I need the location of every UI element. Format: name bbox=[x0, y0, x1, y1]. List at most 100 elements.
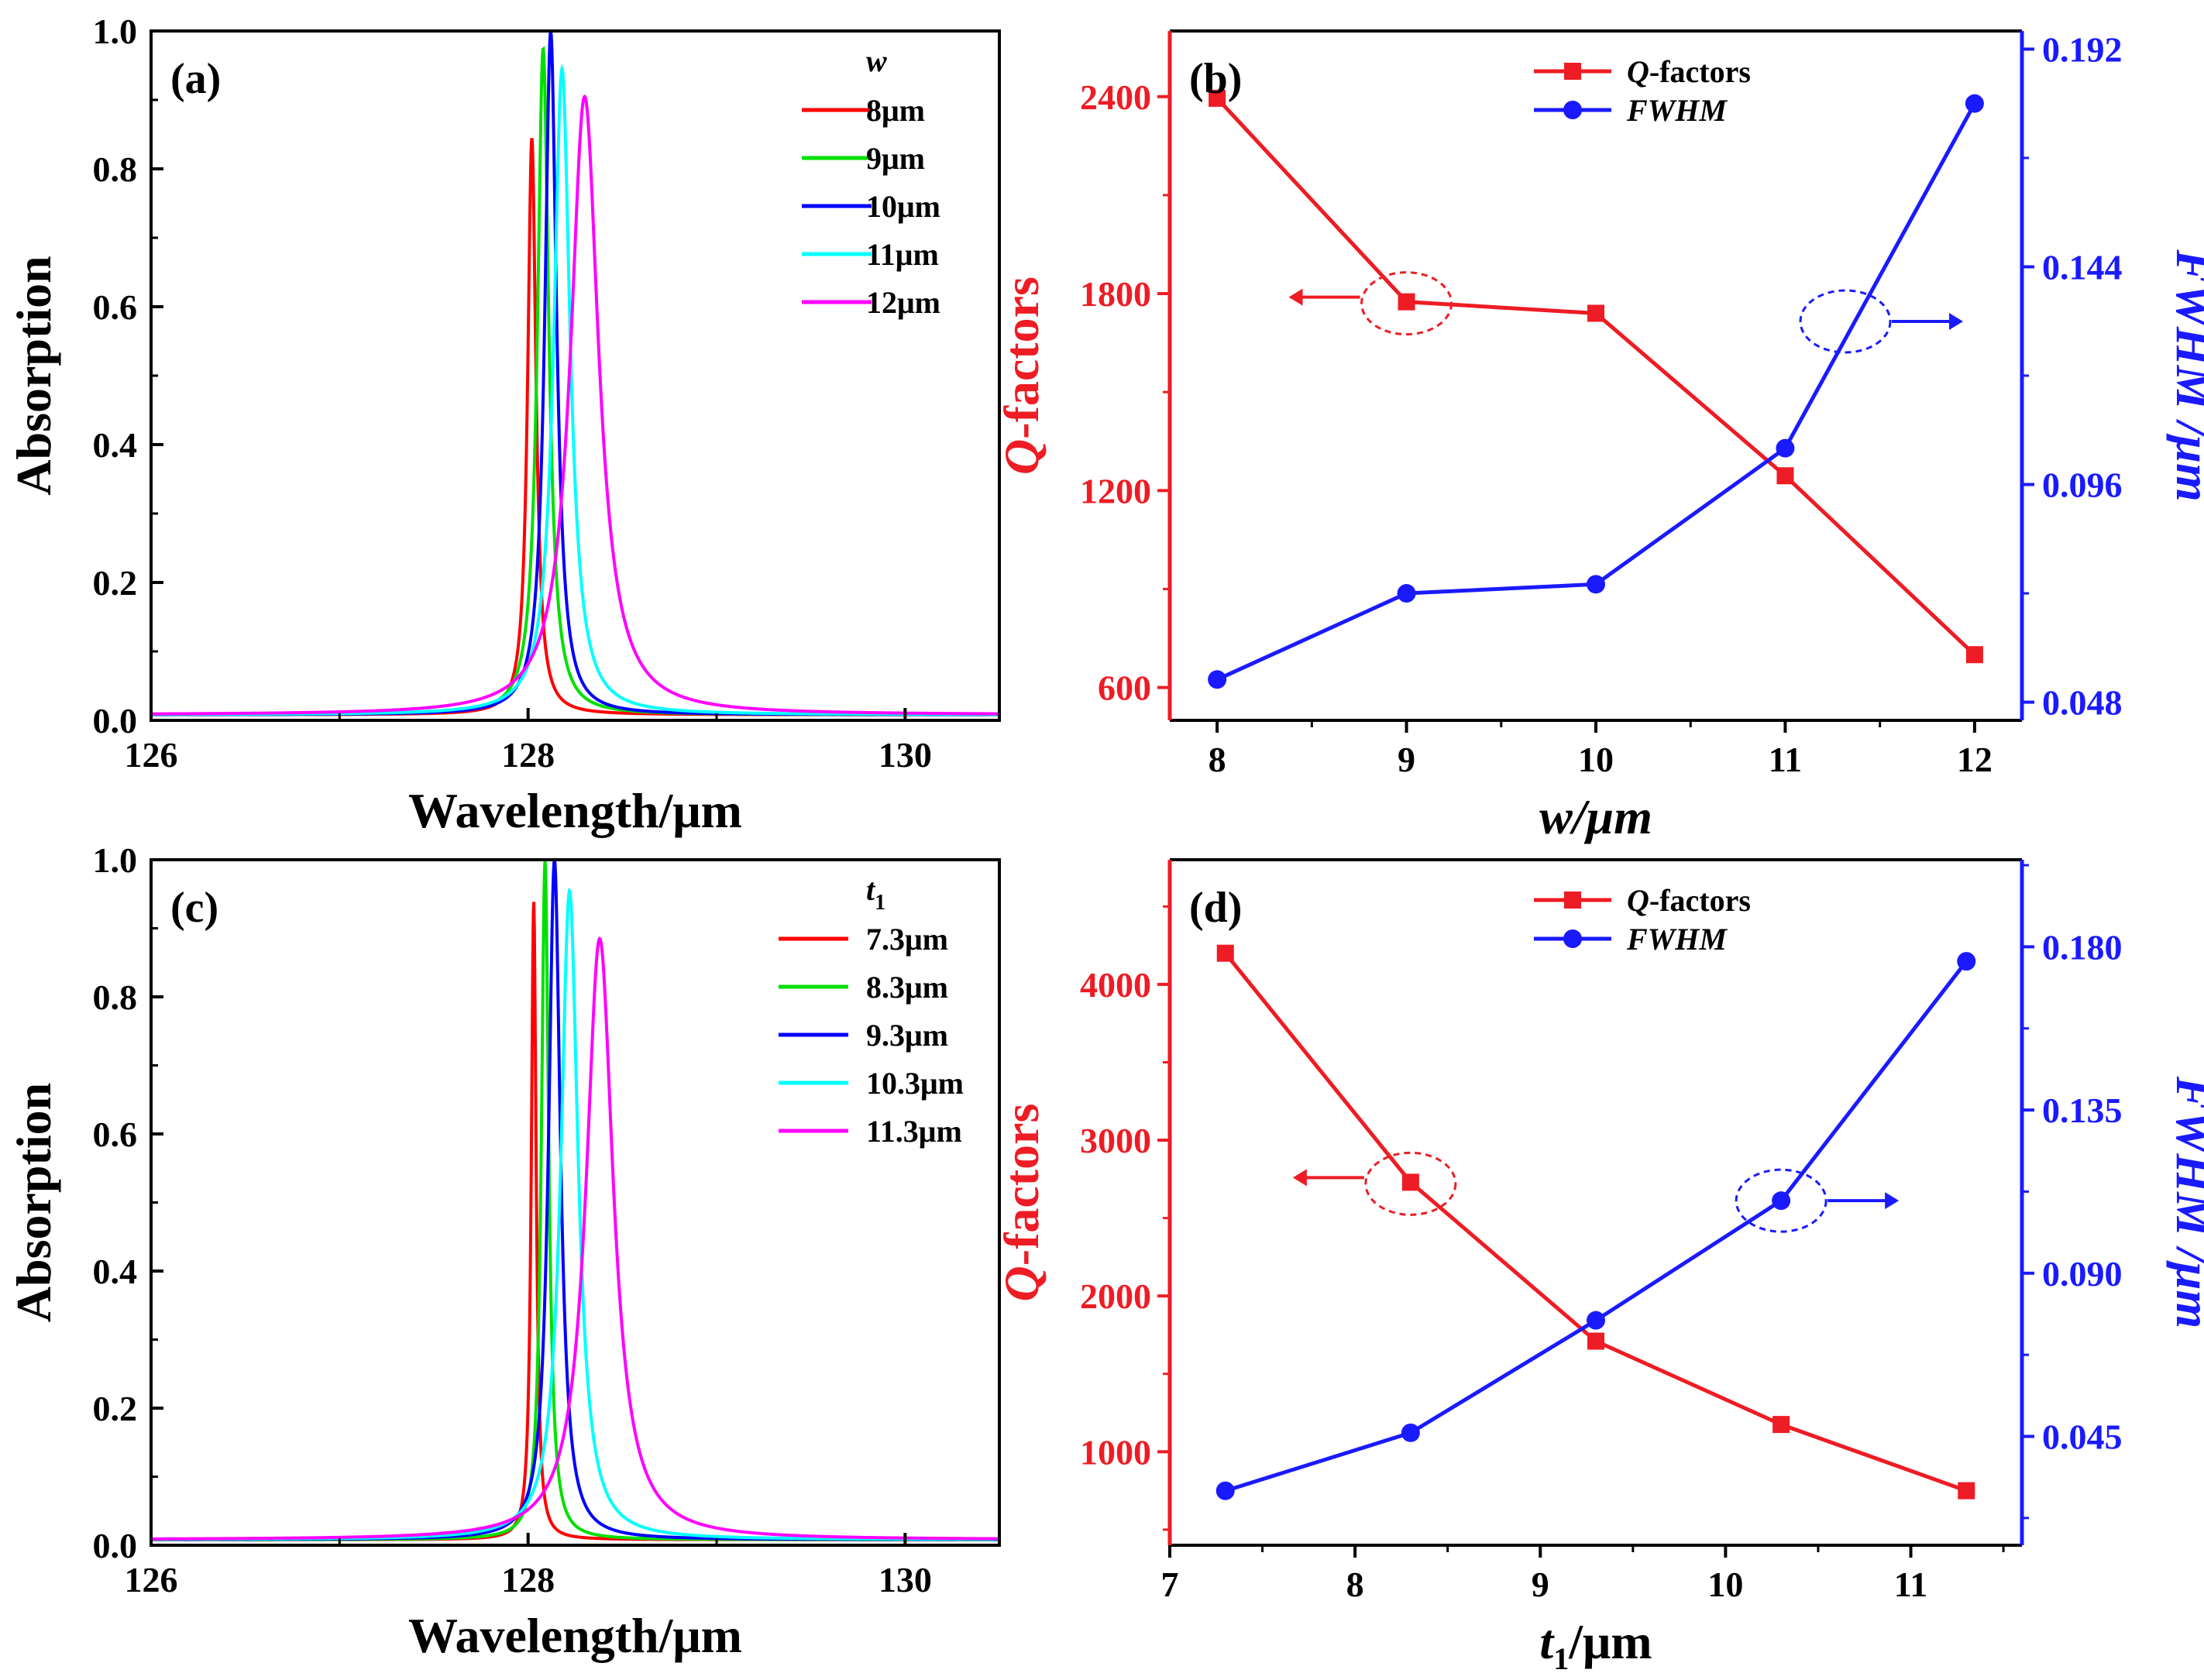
series-FWHM-marker bbox=[1587, 575, 1605, 594]
y-tick-label: 0.2 bbox=[93, 563, 138, 603]
y-tick-label: 0.6 bbox=[93, 1115, 138, 1154]
panel-d: 7 8 9 10 11 1000 2000 3000 4000 0.045 0.090 0.135 0.… bbox=[994, 858, 2204, 1676]
y-tick-label: 0.4 bbox=[93, 1252, 138, 1291]
right-axis-label: FWHM /μm bbox=[2166, 1076, 2204, 1328]
left-tick-label: 1200 bbox=[1080, 471, 1151, 510]
y-tick-label: 0.0 bbox=[93, 1526, 138, 1565]
x-tick-label: 11 bbox=[1894, 1565, 1927, 1604]
series-12μm-line bbox=[151, 94, 999, 716]
x-axis-label: t1/μm bbox=[1539, 1614, 1652, 1676]
y-tick-label: 0.8 bbox=[93, 977, 138, 1017]
q-callout-ellipse bbox=[1364, 1151, 1457, 1216]
series-FWHM-marker bbox=[1397, 584, 1416, 603]
series-Q-factors-marker bbox=[1965, 646, 1983, 664]
x-tick-label: 8 bbox=[1346, 1565, 1364, 1604]
left-axis-label-rest: -factors bbox=[994, 1104, 1049, 1266]
panel-b: 8 9 10 11 12 600 1200 1800 2400 0.048 0.096 0.144 0.… bbox=[994, 29, 2204, 844]
y-tick-label: 0.8 bbox=[93, 149, 138, 189]
left-tick-label: 4000 bbox=[1080, 965, 1151, 1005]
legend-marker bbox=[1563, 929, 1582, 948]
fwhm-callout-ellipse bbox=[1799, 289, 1892, 354]
series-FWHM-marker bbox=[1957, 952, 1976, 971]
right-arrow-icon bbox=[1949, 313, 1963, 330]
legend-entry: 10μm bbox=[866, 189, 940, 224]
legend-title-main: w bbox=[866, 43, 887, 78]
right-tick-label: 0.045 bbox=[2042, 1417, 2123, 1457]
x-tick-label: 126 bbox=[125, 735, 178, 775]
x-tick-label: 126 bbox=[125, 1560, 178, 1599]
y-tick-label: 0.2 bbox=[93, 1389, 138, 1428]
series-FWHM-marker bbox=[1965, 94, 1984, 113]
x-tick-label: 130 bbox=[879, 735, 932, 775]
x-tick-label: 9 bbox=[1398, 740, 1415, 779]
x-tick-label: 12 bbox=[1957, 740, 1993, 779]
right-arrow-icon bbox=[1885, 1192, 1900, 1210]
left-arrow-icon bbox=[1292, 1169, 1307, 1187]
legend-entry-italic: Q bbox=[1627, 54, 1649, 89]
x-tick-label: 7 bbox=[1161, 1565, 1179, 1604]
left-axis-label-rest: -factors bbox=[994, 277, 1049, 439]
series-FWHM-marker bbox=[1215, 1481, 1235, 1500]
legend-entry: 11.3μm bbox=[866, 1114, 962, 1149]
right-tick-label: 0.135 bbox=[2042, 1091, 2123, 1130]
legend-title-sub: 1 bbox=[875, 891, 885, 915]
legend-marker bbox=[1564, 63, 1581, 80]
x-tick-label: 128 bbox=[501, 1560, 555, 1599]
y-tick-label: 0.6 bbox=[93, 287, 138, 327]
x-tick-label: 128 bbox=[501, 735, 555, 775]
legend-entry-name: FWHM bbox=[1626, 93, 1728, 128]
left-axis-label: Q-factors bbox=[994, 1104, 1049, 1302]
series-Q-factors-marker bbox=[1209, 89, 1226, 107]
legend-entry-rest: -factors bbox=[1649, 54, 1751, 89]
right-tick-label: 0.180 bbox=[2042, 927, 2123, 967]
left-tick-label: 1000 bbox=[1080, 1432, 1151, 1472]
x-axis-label: w/μm bbox=[1539, 789, 1652, 844]
x-tick-label: 10 bbox=[1707, 1565, 1743, 1604]
x-tick-label: 130 bbox=[879, 1560, 932, 1599]
y-axis-label: Absorption bbox=[6, 256, 61, 495]
right-tick-label: 0.096 bbox=[2042, 466, 2123, 505]
panel-label: (d) bbox=[1189, 884, 1242, 932]
series-FWHM-marker bbox=[1208, 670, 1227, 689]
legend-entry: 9μm bbox=[866, 141, 925, 176]
left-arrow-icon bbox=[1288, 288, 1303, 306]
x-axis-label: Wavelength/μm bbox=[408, 783, 742, 838]
legend-marker bbox=[1564, 892, 1581, 909]
legend-title: w bbox=[866, 43, 887, 78]
right-tick-label: 0.192 bbox=[2042, 29, 2123, 69]
panel-label: (c) bbox=[170, 884, 218, 932]
panel-label: (b) bbox=[1189, 55, 1242, 103]
series-Q-factors-marker bbox=[1587, 304, 1604, 322]
legend-entry: 12μm bbox=[866, 285, 940, 320]
legend-entry: 7.3μm bbox=[866, 922, 948, 957]
left-tick-label: 1800 bbox=[1080, 274, 1151, 314]
legend-entry: 11μm bbox=[866, 237, 939, 272]
series-Q-factors-marker bbox=[1772, 1416, 1790, 1434]
x-tick-label: 8 bbox=[1209, 740, 1226, 779]
legend-entry: FWHM bbox=[1626, 93, 1728, 128]
left-axis-label-q: Q bbox=[994, 439, 1049, 475]
right-tick-label: 0.090 bbox=[2042, 1254, 2123, 1293]
series-11.3μm-line bbox=[151, 936, 999, 1541]
right-axis-label: FWHM /μm bbox=[2166, 249, 2204, 501]
series-FWHM-marker bbox=[1776, 438, 1795, 458]
legend-entry: FWHM bbox=[1626, 922, 1728, 957]
y-tick-label: 0.4 bbox=[93, 425, 138, 465]
x-tick-label: 10 bbox=[1578, 740, 1614, 779]
legend-entry: Q-factors bbox=[1627, 54, 1751, 89]
fwhm-callout-ellipse bbox=[1735, 1168, 1827, 1233]
left-tick-label: 600 bbox=[1098, 668, 1151, 708]
legend-entry-rest: -factors bbox=[1649, 883, 1751, 918]
series-FWHM-marker bbox=[1772, 1191, 1791, 1211]
x-tick-label: 11 bbox=[1769, 740, 1802, 779]
legend-entry: 10.3μm bbox=[866, 1066, 964, 1101]
y-tick-label: 0.0 bbox=[93, 701, 138, 740]
series-Q-factors-marker bbox=[1398, 293, 1415, 311]
panel-c: 126 128 130 0.0 0.2 0.4 0.6 0.8 1.0 Wavelength/μm… bbox=[6, 840, 1001, 1663]
left-tick-label: 2400 bbox=[1080, 77, 1151, 117]
right-tick-label: 0.048 bbox=[2042, 683, 2123, 723]
legend-title-main: t bbox=[866, 872, 876, 907]
legend-title: t1 bbox=[866, 872, 885, 915]
legend-entry: 8.3μm bbox=[866, 970, 948, 1005]
